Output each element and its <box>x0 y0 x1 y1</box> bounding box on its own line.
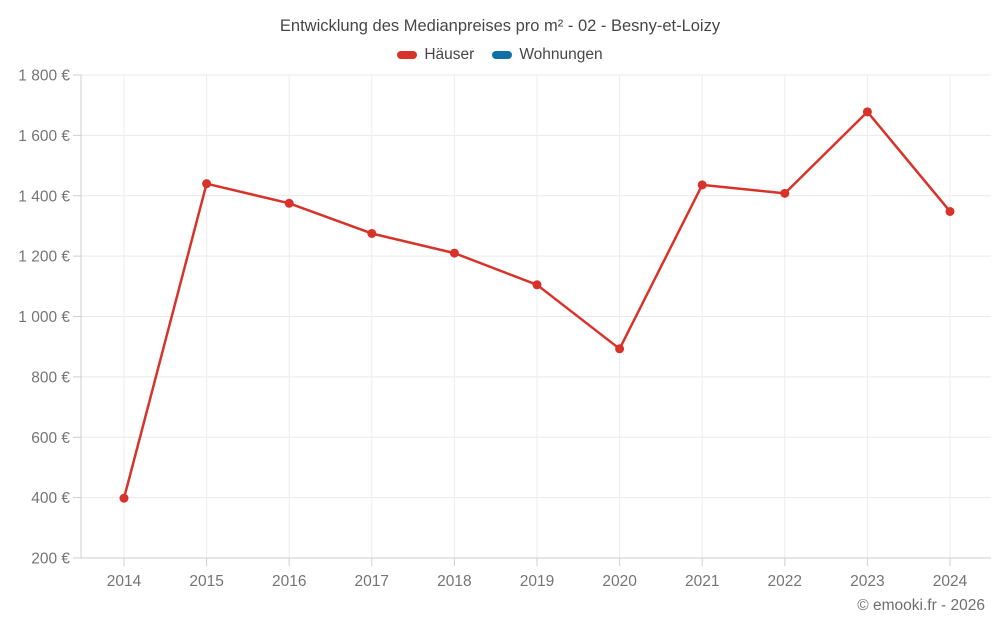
legend-item-hauser[interactable]: Häuser <box>397 46 474 64</box>
chart-legend: Häuser Wohnungen <box>0 46 1000 64</box>
svg-text:2024: 2024 <box>933 573 968 590</box>
svg-text:1 000 €: 1 000 € <box>18 309 70 326</box>
wohnungen-series-swatch-icon <box>492 51 513 59</box>
svg-text:1 600 €: 1 600 € <box>18 128 70 145</box>
svg-text:2023: 2023 <box>850 573 884 590</box>
svg-text:2015: 2015 <box>189 573 223 590</box>
svg-text:2019: 2019 <box>520 573 554 590</box>
chart-title: Entwicklung des Medianpreises pro m² - 0… <box>279 17 721 35</box>
legend-item-wohnungen[interactable]: Wohnungen <box>492 46 603 64</box>
svg-text:2021: 2021 <box>685 573 719 590</box>
credit-text: © emooki.fr - 2026 <box>857 597 985 614</box>
svg-text:800 €: 800 € <box>31 369 70 386</box>
svg-text:1 800 €: 1 800 € <box>18 68 70 85</box>
svg-text:2014: 2014 <box>107 573 142 590</box>
svg-text:1 200 €: 1 200 € <box>18 249 70 266</box>
svg-text:200 €: 200 € <box>31 551 70 568</box>
svg-text:2017: 2017 <box>355 573 389 590</box>
svg-text:2018: 2018 <box>437 573 471 590</box>
legend-label-hauser: Häuser <box>424 46 475 63</box>
svg-text:2020: 2020 <box>602 573 637 590</box>
svg-text:400 €: 400 € <box>31 490 70 507</box>
svg-text:1 400 €: 1 400 € <box>18 188 70 205</box>
hauser-series-swatch-icon <box>397 51 418 59</box>
svg-text:600 €: 600 € <box>31 430 70 447</box>
legend-label-wohnungen: Wohnungen <box>519 46 603 63</box>
svg-text:2022: 2022 <box>768 573 802 590</box>
svg-text:2016: 2016 <box>272 573 306 590</box>
